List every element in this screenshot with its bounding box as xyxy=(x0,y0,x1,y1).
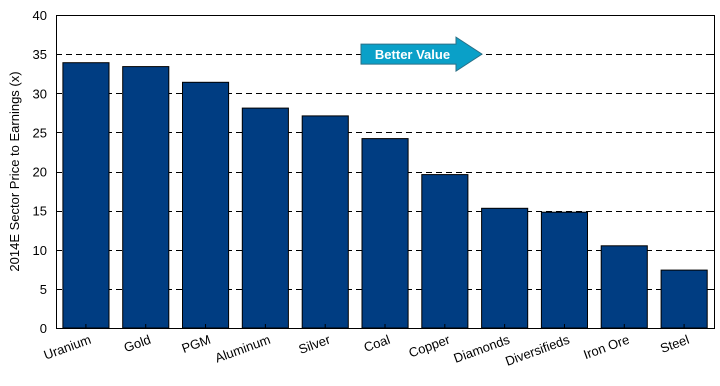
annotation-label: Better Value xyxy=(375,47,450,62)
bar-copper xyxy=(421,174,469,329)
bar-aluminum xyxy=(241,107,289,329)
y-tick-label: 0 xyxy=(40,321,47,336)
y-tick-label: 10 xyxy=(33,243,47,258)
x-tick-label: Steel xyxy=(658,332,691,356)
x-tick-label: Aluminum xyxy=(213,332,272,366)
x-tick-label: Coal xyxy=(362,332,392,355)
x-tick-label: Silver xyxy=(297,331,333,356)
bar-silver xyxy=(301,115,349,329)
bar-diamonds xyxy=(481,207,529,329)
bar-uranium xyxy=(62,62,110,329)
x-tick-label: Copper xyxy=(407,331,453,360)
y-tick-label: 15 xyxy=(33,204,47,219)
x-tick-label: Diversifieds xyxy=(503,332,572,369)
bar-gold xyxy=(122,66,170,329)
y-tick-label: 40 xyxy=(33,8,47,23)
y-tick-label: 25 xyxy=(33,125,47,140)
y-tick-label: 20 xyxy=(33,165,47,180)
bars xyxy=(62,62,708,329)
x-axis-labels: Uranium Gold PGM Aluminum Silver Coal Copper Di… xyxy=(42,324,691,369)
y-tick-label: 30 xyxy=(33,86,47,101)
x-tick-label: Uranium xyxy=(42,332,93,363)
bar-pgm xyxy=(182,81,230,329)
x-tick-label: Gold xyxy=(122,332,153,355)
y-axis-ticks: 0 5 10 15 20 25 30 35 40 xyxy=(33,8,714,336)
bar-diversifieds xyxy=(540,211,589,329)
bar-coal xyxy=(361,138,409,329)
x-tick-label: PGM xyxy=(180,332,213,356)
y-axis-title: 2014E Sector Price to Earnings (x) xyxy=(7,71,22,271)
right-arrow-icon xyxy=(360,36,483,73)
y-tick-label: 35 xyxy=(33,47,47,62)
y-tick-label: 5 xyxy=(40,282,47,297)
bar-steel xyxy=(660,269,708,329)
x-tick-label: Diamonds xyxy=(452,332,513,366)
better-value-annotation: Better Value xyxy=(360,36,483,73)
x-tick-label: Iron Ore xyxy=(581,332,631,362)
bar-iron-ore xyxy=(600,245,648,329)
